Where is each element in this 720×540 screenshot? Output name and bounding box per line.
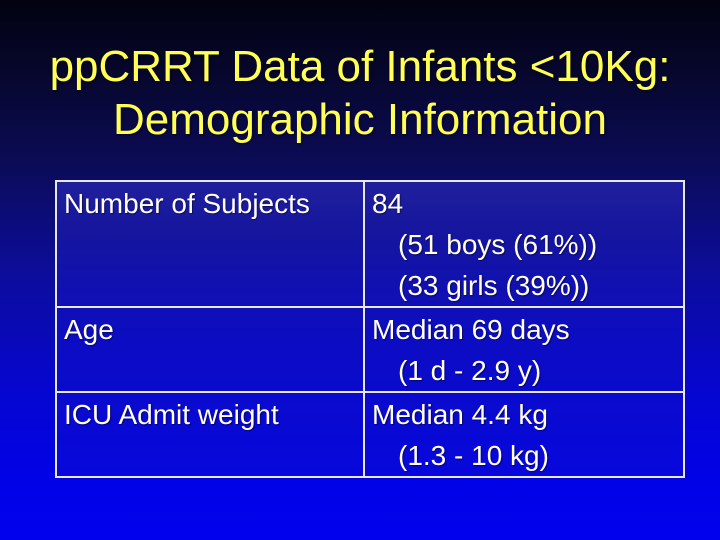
row-label: Number of Subjects — [64, 188, 310, 219]
value-line: (1 d - 2.9 y) — [398, 355, 542, 386]
table-row-icu-admit-weight: ICU Admit weight Median 4.4 kg (1.3 - 10… — [55, 391, 685, 478]
slide-title-line-1: ppCRRT Data of Infants <10Kg: — [49, 42, 671, 91]
value-line: (1.3 - 10 kg) — [398, 440, 549, 471]
row-label-cell: Number of Subjects — [55, 180, 365, 308]
table-row-number-of-subjects: Number of Subjects 84 (51 boys (61%)) (3… — [55, 180, 685, 308]
value-line: Median 69 days — [372, 314, 570, 345]
demographics-table: Number of Subjects 84 (51 boys (61%)) (3… — [55, 180, 685, 478]
row-value-cell: 84 (51 boys (61%)) (33 girls (39%)) — [363, 180, 685, 308]
row-label: ICU Admit weight — [64, 399, 279, 430]
row-label: Age — [64, 314, 114, 345]
value-line: (51 boys (61%)) — [398, 229, 598, 260]
slide-title: ppCRRT Data of Infants <10Kg: Demographi… — [0, 40, 720, 146]
row-value-cell: Median 4.4 kg (1.3 - 10 kg) — [363, 391, 685, 478]
value-line: 84 — [372, 188, 404, 219]
value-line: (33 girls (39%)) — [398, 270, 590, 301]
value-line: Median 4.4 kg — [372, 399, 548, 430]
row-label-cell: Age — [55, 306, 365, 393]
row-value-cell: Median 69 days (1 d - 2.9 y) — [363, 306, 685, 393]
slide-title-line-2: Demographic Information — [112, 95, 607, 144]
row-label-cell: ICU Admit weight — [55, 391, 365, 478]
table-row-age: Age Median 69 days (1 d - 2.9 y) — [55, 306, 685, 393]
